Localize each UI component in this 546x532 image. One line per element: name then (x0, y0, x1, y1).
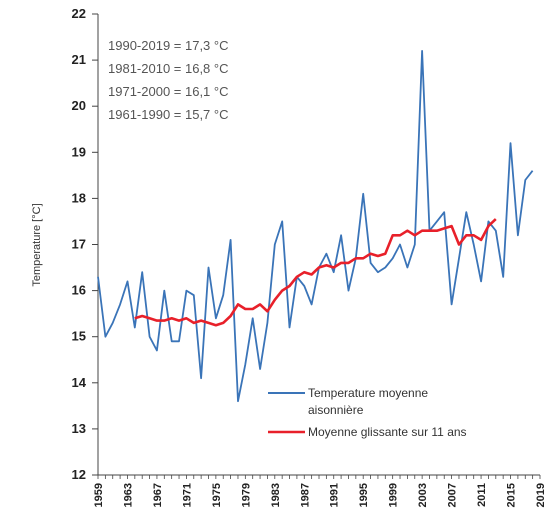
period-average-text: 1981-2010 = 16,8 °C (108, 61, 229, 76)
x-tick-label: 1959 (93, 483, 105, 507)
y-tick-label: 13 (72, 421, 86, 436)
y-tick-label: 15 (72, 329, 86, 344)
series-moving-average-line (134, 218, 497, 327)
period-average-text: 1990-2019 = 17,3 °C (108, 38, 229, 53)
x-tick-label: 1975 (211, 483, 223, 507)
x-tick-label: 2015 (506, 483, 518, 507)
x-tick-label: 1991 (329, 483, 341, 507)
x-tick-label: 2019 (535, 483, 546, 507)
y-tick-label: 19 (72, 144, 86, 159)
period-average-annotations: 1990-2019 = 17,3 °C 1981-2010 = 16,8 °C 19… (108, 38, 229, 122)
y-tick-label: 12 (72, 467, 86, 482)
axes (97, 14, 540, 476)
y-tick-label: 21 (72, 52, 86, 67)
x-tick-label: 2011 (476, 483, 488, 507)
legend-label-moving-average: Moyenne glissante sur 11 ans (308, 425, 467, 439)
y-axis-ticks: 12 13 14 15 16 17 18 19 20 21 22 (72, 6, 98, 482)
x-tick-label: 1979 (240, 483, 252, 507)
x-tick-label: 1967 (152, 483, 164, 507)
series-temperature-line (97, 50, 534, 403)
x-tick-label: 1983 (270, 483, 282, 507)
period-average-text: 1971-2000 = 16,1 °C (108, 84, 229, 99)
legend: Temperature moyenne aisonnière Moyenne gli… (268, 386, 467, 439)
y-tick-label: 22 (72, 6, 86, 21)
y-tick-label: 14 (72, 375, 87, 390)
y-axis-label: Temperature [°C] (31, 203, 43, 286)
y-tick-label: 16 (72, 283, 86, 298)
x-tick-label: 2003 (417, 483, 429, 507)
x-tick-label: 1995 (358, 483, 370, 507)
series-layer (97, 50, 534, 403)
x-tick-label: 1963 (122, 483, 134, 507)
legend-label-temperature-continued: aisonnière (308, 403, 364, 417)
x-axis-ticks: 1959 1963 1967 1971 1975 1979 1983 1987 1991 1995… (93, 475, 546, 507)
y-tick-label: 18 (72, 190, 86, 205)
legend-label-temperature: Temperature moyenne (308, 386, 428, 400)
period-average-text: 1961-1990 = 15,7 °C (108, 107, 229, 122)
y-tick-label: 20 (72, 98, 86, 113)
x-tick-label: 1971 (181, 483, 193, 507)
x-tick-label: 2007 (447, 483, 459, 507)
x-tick-label: 1987 (299, 483, 311, 507)
x-tick-label: 1999 (388, 483, 400, 507)
y-tick-label: 17 (72, 237, 86, 252)
